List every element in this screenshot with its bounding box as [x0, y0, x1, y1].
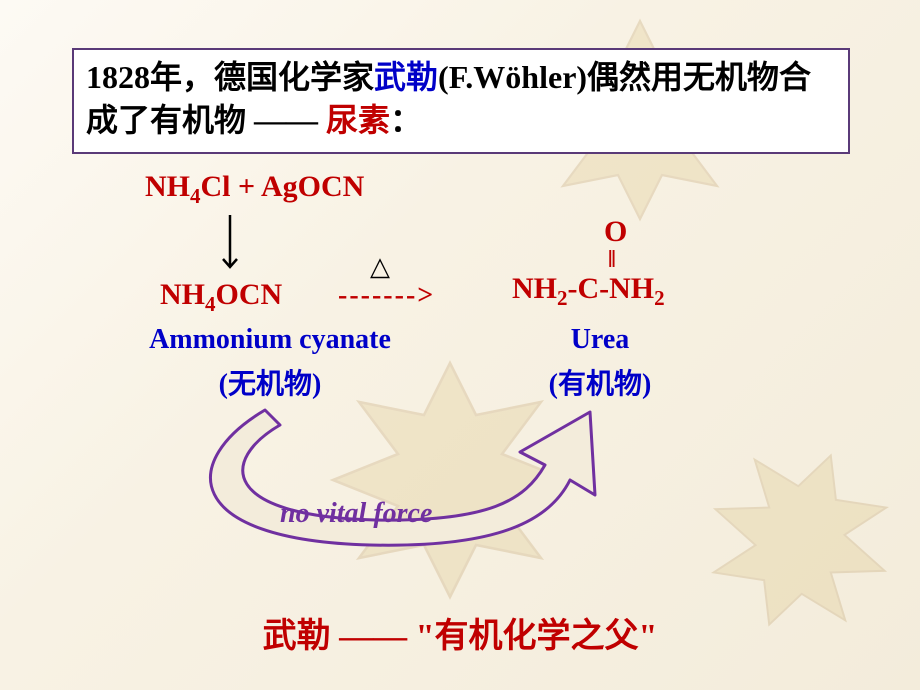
title-colon: ： [390, 102, 422, 138]
reactants-formula: NH4Cl + AgOCN [145, 170, 364, 209]
heat-symbol: △ [370, 252, 390, 282]
urea-oxygen: O [512, 216, 665, 248]
footer-name: 武勒 [263, 618, 331, 655]
ammonium-label-en: Ammonium cyanate [110, 324, 430, 356]
annotation-text: no vital force [280, 498, 432, 530]
urea-label-en: Urea [500, 324, 700, 356]
intermediate-formula: NH4OCN [160, 278, 282, 317]
footer-line: 武勒 —— "有机化学之父" [0, 608, 920, 657]
footer-quote: "有机化学之父" [416, 618, 658, 655]
title-name: 武勒 [374, 59, 438, 95]
urea-double-bond: ‖ [512, 248, 665, 273]
curved-arrow [120, 370, 680, 595]
urea-main: NH2-C-NH2 [512, 273, 665, 309]
down-arrow-icon [220, 215, 240, 282]
title-product: 尿素 [326, 102, 390, 138]
title-part1: 1828年，德国化学家 [86, 59, 374, 95]
reaction-arrow: -------> [338, 280, 435, 312]
footer-dash: —— [331, 618, 416, 655]
urea-structure: O ‖ NH2-C-NH2 [512, 216, 665, 309]
title-box: 1828年，德国化学家武勒(F.Wöhler)偶然用无机物合成了有机物 —— 尿… [72, 48, 850, 154]
